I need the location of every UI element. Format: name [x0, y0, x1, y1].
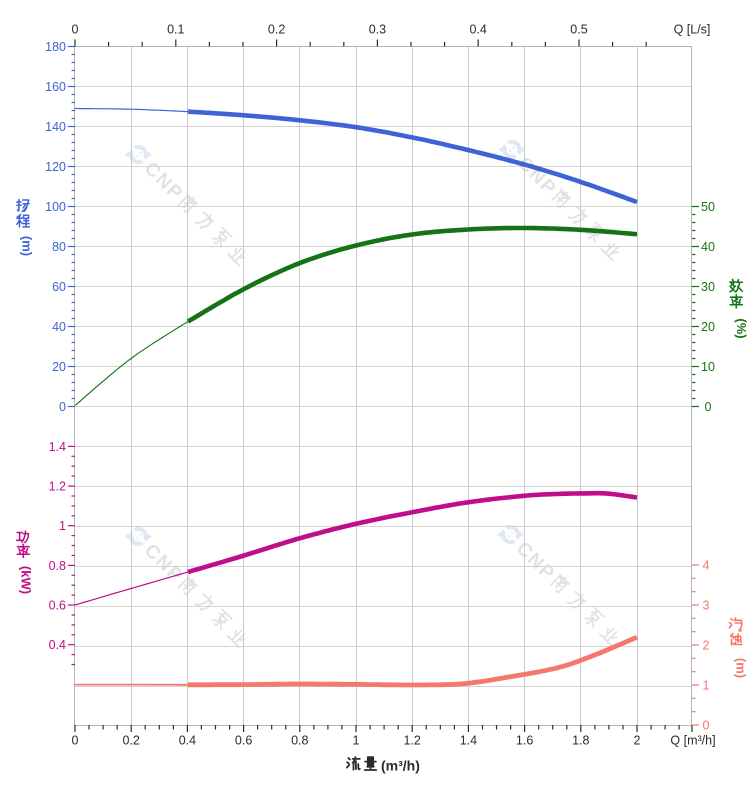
svg-text:0.5: 0.5	[570, 23, 587, 37]
svg-text:0: 0	[72, 734, 79, 748]
svg-text:40: 40	[52, 320, 66, 334]
svg-text:0.1: 0.1	[167, 23, 184, 37]
svg-text:(m): (m)	[734, 658, 749, 678]
svg-text:160: 160	[45, 80, 66, 94]
svg-text:(m): (m)	[20, 236, 35, 256]
svg-text:(kW): (kW)	[19, 566, 34, 594]
svg-text:1.6: 1.6	[516, 734, 533, 748]
svg-text:1: 1	[703, 679, 710, 693]
svg-text:3: 3	[703, 599, 710, 613]
svg-text:120: 120	[45, 160, 66, 174]
svg-text:0.6: 0.6	[49, 599, 66, 613]
svg-text:10: 10	[701, 360, 715, 374]
svg-text:140: 140	[45, 120, 66, 134]
svg-text:2: 2	[703, 639, 710, 653]
svg-text:Q [L/s]: Q [L/s]	[674, 23, 711, 37]
svg-text:(%): (%)	[734, 318, 749, 338]
svg-text:1: 1	[59, 519, 66, 533]
svg-text:0.4: 0.4	[470, 23, 487, 37]
svg-text:40: 40	[701, 240, 715, 254]
svg-text:0: 0	[705, 400, 712, 414]
svg-text:100: 100	[45, 200, 66, 214]
svg-text:Q [m³/h]: Q [m³/h]	[670, 734, 715, 748]
svg-text:(m³/h): (m³/h)	[381, 758, 420, 774]
svg-text:50: 50	[701, 200, 715, 214]
svg-text:60: 60	[52, 280, 66, 294]
svg-text:1.2: 1.2	[404, 734, 421, 748]
svg-text:4: 4	[703, 559, 710, 573]
svg-text:1.8: 1.8	[572, 734, 589, 748]
svg-text:0.8: 0.8	[291, 734, 308, 748]
svg-text:0.2: 0.2	[123, 734, 140, 748]
svg-text:1.2: 1.2	[49, 480, 66, 494]
svg-text:80: 80	[52, 240, 66, 254]
svg-text:1: 1	[353, 734, 360, 748]
svg-text:20: 20	[701, 320, 715, 334]
svg-text:0: 0	[59, 400, 66, 414]
svg-text:2: 2	[634, 734, 641, 748]
svg-text:0: 0	[703, 719, 710, 733]
svg-text:0.2: 0.2	[268, 23, 285, 37]
svg-text:0.6: 0.6	[235, 734, 252, 748]
svg-text:0.4: 0.4	[179, 734, 196, 748]
svg-text:30: 30	[701, 280, 715, 294]
svg-text:1.4: 1.4	[49, 440, 66, 454]
svg-text:180: 180	[45, 40, 66, 54]
svg-text:0.3: 0.3	[369, 23, 386, 37]
svg-text:0: 0	[72, 23, 79, 37]
svg-text:20: 20	[52, 360, 66, 374]
svg-text:1.4: 1.4	[460, 734, 477, 748]
svg-text:0.8: 0.8	[49, 559, 66, 573]
svg-text:0.4: 0.4	[49, 638, 66, 652]
